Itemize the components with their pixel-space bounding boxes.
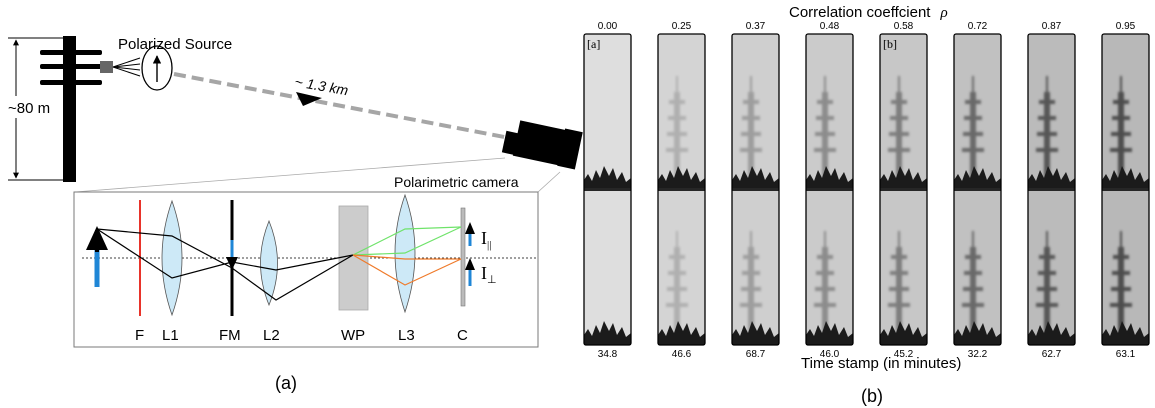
time-value-5: 32.2 <box>968 349 988 360</box>
label-l1: L1 <box>162 327 179 344</box>
i-parallel-label: I <box>481 228 487 248</box>
time-value-0: 34.8 <box>598 349 618 360</box>
correlation-value-1: 0.25 <box>672 21 692 32</box>
ray-orange <box>352 254 461 260</box>
svg-text:I⊥: I⊥ <box>481 263 497 286</box>
polarized-source: Polarized Source <box>100 36 232 91</box>
correlation-value-3: 0.48 <box>820 21 840 32</box>
time-value-2: 68.7 <box>746 349 766 360</box>
panel-b: Correlation coeffcient ρ 0.00 34.8 0.25 46.6… <box>583 4 1150 406</box>
correlation-value-0: 0.00 <box>598 21 618 32</box>
timestamp-title: Time stamp (in minutes) <box>801 355 961 372</box>
image-strip-5: 0.72 32.2 <box>953 21 1002 360</box>
beam-direction-arrow <box>296 92 322 106</box>
i-parallel-sub: || <box>487 239 491 251</box>
i-perp-arrow-icon <box>465 258 475 270</box>
tag-b: [b] <box>883 37 897 51</box>
correlation-value-2: 0.37 <box>746 21 766 32</box>
image-strip-0: 0.00 34.8 <box>583 21 632 360</box>
tag-a: [a] <box>587 37 600 51</box>
time-value-4: 45.2 <box>894 349 914 360</box>
ray-orange-2 <box>352 254 462 286</box>
label-l2: L2 <box>263 327 280 344</box>
tower-icon <box>40 36 102 182</box>
caption-a: (a) <box>275 373 297 393</box>
label-wp: WP <box>341 327 365 344</box>
ray-green <box>352 226 462 256</box>
time-value-1: 46.6 <box>672 349 692 360</box>
correlation-value-6: 0.87 <box>1042 21 1062 32</box>
label-l3: L3 <box>398 327 415 344</box>
label-f: F <box>135 327 144 344</box>
height-label: ~80 m <box>8 100 50 117</box>
source-label: Polarized Source <box>118 36 232 53</box>
i-parallel-arrow-icon <box>465 222 475 234</box>
ray-green-2 <box>352 226 462 256</box>
camera-icon <box>501 120 583 170</box>
image-strip-7: 0.95 63.1 <box>1101 21 1150 360</box>
correlation-title: Correlation coeffcient ρ <box>789 4 948 21</box>
label-c: C <box>457 327 468 344</box>
correlation-value-7: 0.95 <box>1116 21 1136 32</box>
correlation-value-5: 0.72 <box>968 21 988 32</box>
panel-a: ~80 m Polarized Source ~ 1.3 km <box>6 36 583 393</box>
caption-b: (b) <box>861 386 883 406</box>
camera-label: Polarimetric camera <box>394 174 519 190</box>
field-mask-arrow-icon <box>226 257 238 270</box>
correlation-value-4: 0.58 <box>894 21 914 32</box>
ray-upper <box>96 228 354 301</box>
image-strip-2: 0.37 68.7 <box>731 21 780 360</box>
image-strip-3: 0.48 46.0 <box>805 21 854 360</box>
image-strip-6: 0.87 62.7 <box>1027 21 1076 360</box>
time-value-7: 63.1 <box>1116 349 1136 360</box>
label-fm: FM <box>219 327 241 344</box>
i-perp-label: I <box>481 263 487 283</box>
svg-text:I||: I|| <box>481 228 491 251</box>
image-strip-1: 0.25 46.6 <box>657 21 706 360</box>
camera-sensor <box>460 207 466 307</box>
wollaston-prism <box>338 205 369 311</box>
time-value-3: 46.0 <box>820 349 840 360</box>
ray-lower <box>96 228 354 279</box>
height-dimension: ~80 m <box>6 37 66 181</box>
optics-inset <box>73 191 539 348</box>
propagation-beam <box>173 72 521 142</box>
rho-symbol: ρ <box>939 5 947 21</box>
image-strip-4: 0.58 45.2 <box>879 21 928 360</box>
i-perp-sub: ⊥ <box>487 274 497 286</box>
time-value-6: 62.7 <box>1042 349 1062 360</box>
image-strips: 0.00 34.8 0.25 46.6 0.37 68.7 0.48 46.0 0.58 45.2… <box>583 21 1150 360</box>
lens-l2 <box>260 219 278 307</box>
